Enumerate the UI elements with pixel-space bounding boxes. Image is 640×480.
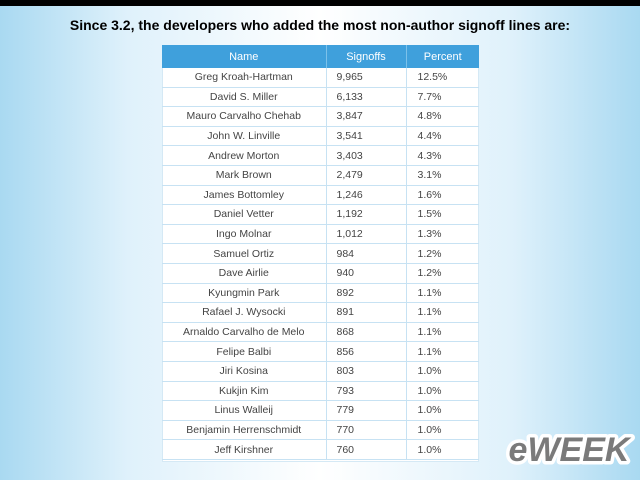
signoffs-cell: 868: [326, 322, 407, 343]
signoffs-cell: 3,541: [326, 126, 407, 147]
signoffs-cell: 803: [326, 361, 407, 382]
developer-name-cell: Felipe Balbi: [162, 341, 327, 362]
percent-cell: 1.1%: [406, 341, 479, 362]
table-row: James Bottomley 1,246 1.6%: [162, 185, 479, 206]
signoffs-cell: 2,479: [326, 165, 407, 186]
table-row: Daniel Vetter 1,192 1.5%: [162, 204, 479, 225]
developer-name-cell: James Bottomley: [162, 185, 327, 206]
developer-name-cell: Jiri Kosina: [162, 361, 327, 382]
developer-name-cell: Kukjin Kim: [162, 381, 327, 402]
signoffs-cell: 779: [326, 400, 407, 421]
table-row: Kukjin Kim 793 1.0%: [162, 381, 479, 402]
developer-name-cell: Samuel Ortiz: [162, 243, 327, 264]
percent-cell: 4.4%: [406, 126, 479, 147]
header-name: Name: [162, 45, 327, 68]
table-row: Greg Kroah-Hartman 9,965 12.5%: [162, 68, 479, 88]
signoffs-cell: 9,965: [326, 68, 407, 88]
percent-cell: 1.2%: [406, 243, 479, 264]
developer-name-cell: Linus Walleij: [162, 400, 327, 421]
developer-name-cell: Jeff Kirshner: [162, 439, 327, 460]
table-row: John W. Linville 3,541 4.4%: [162, 126, 479, 147]
table-header-row: Name Signoffs Percent: [162, 45, 479, 68]
header-percent: Percent: [406, 45, 479, 68]
table-row: Samuel Ortiz 984 1.2%: [162, 243, 479, 264]
developer-name-cell: Rafael J. Wysocki: [162, 302, 327, 323]
percent-cell: 1.5%: [406, 204, 479, 225]
developer-name-cell: Mauro Carvalho Chehab: [162, 106, 327, 127]
percent-cell: 1.1%: [406, 283, 479, 304]
developer-name-cell: Kyungmin Park: [162, 283, 327, 304]
percent-cell: 1.0%: [406, 400, 479, 421]
signoffs-cell: 1,192: [326, 204, 407, 225]
table-row: David S. Miller 6,133 7.7%: [162, 87, 479, 108]
developer-name-cell: Benjamin Herrenschmidt: [162, 420, 327, 441]
percent-cell: 4.8%: [406, 106, 479, 127]
table-row: Andrew Morton 3,403 4.3%: [162, 145, 479, 166]
percent-cell: 1.0%: [406, 381, 479, 402]
signoffs-cell: 3,403: [326, 145, 407, 166]
table-row: Rafael J. Wysocki 891 1.1%: [162, 302, 479, 323]
developer-name-cell: Mark Brown: [162, 165, 327, 186]
table-row: Jeff Kirshner 760 1.0%: [162, 439, 479, 460]
percent-cell: 7.7%: [406, 87, 479, 108]
signoffs-cell: 770: [326, 420, 407, 441]
percent-cell: 3.1%: [406, 165, 479, 186]
table-row: Dave Airlie 940 1.2%: [162, 263, 479, 284]
signoffs-cell: 856: [326, 341, 407, 362]
developer-name-cell: Ingo Molnar: [162, 224, 327, 245]
header-signoffs: Signoffs: [326, 45, 407, 68]
slide-title: Since 3.2, the developers who added the …: [69, 17, 571, 33]
table-row: Arnaldo Carvalho de Melo 868 1.1%: [162, 322, 479, 343]
signoffs-cell: 1,246: [326, 185, 407, 206]
percent-cell: 12.5%: [406, 68, 479, 88]
percent-cell: 1.3%: [406, 224, 479, 245]
signoffs-table: Name Signoffs Percent Greg Kroah-Hartman…: [162, 45, 479, 460]
percent-cell: 1.0%: [406, 439, 479, 460]
signoffs-cell: 892: [326, 283, 407, 304]
developer-name-cell: John W. Linville: [162, 126, 327, 147]
percent-cell: 1.2%: [406, 263, 479, 284]
percent-cell: 1.1%: [406, 302, 479, 323]
logo-outline-text: eWEEK: [509, 431, 632, 469]
developer-name-cell: Andrew Morton: [162, 145, 327, 166]
table-row: Ingo Molnar 1,012 1.3%: [162, 224, 479, 245]
signoffs-cell: 793: [326, 381, 407, 402]
developer-name-cell: Daniel Vetter: [162, 204, 327, 225]
signoffs-cell: 984: [326, 243, 407, 264]
table-row: Kyungmin Park 892 1.1%: [162, 283, 479, 304]
table-row: Mark Brown 2,479 3.1%: [162, 165, 479, 186]
signoffs-cell: 760: [326, 439, 407, 460]
signoffs-table-panel: Name Signoffs Percent Greg Kroah-Hartman…: [162, 45, 479, 462]
eweek-logo: eWEEK eWEEK: [505, 428, 635, 472]
developer-name-cell: David S. Miller: [162, 87, 327, 108]
percent-cell: 1.6%: [406, 185, 479, 206]
developer-name-cell: Arnaldo Carvalho de Melo: [162, 322, 327, 343]
table-row: Jiri Kosina 803 1.0%: [162, 361, 479, 382]
table-row: Mauro Carvalho Chehab 3,847 4.8%: [162, 106, 479, 127]
table-row: Benjamin Herrenschmidt 770 1.0%: [162, 420, 479, 441]
signoffs-cell: 3,847: [326, 106, 407, 127]
table-row: Linus Walleij 779 1.0%: [162, 400, 479, 421]
developer-name-cell: Dave Airlie: [162, 263, 327, 284]
table-row: Felipe Balbi 856 1.1%: [162, 341, 479, 362]
percent-cell: 1.1%: [406, 322, 479, 343]
logo-text: eWEEK: [509, 431, 632, 469]
percent-cell: 1.0%: [406, 420, 479, 441]
top-black-bar: [0, 0, 640, 6]
table-body: Greg Kroah-Hartman 9,965 12.5% David S. Mil…: [162, 68, 479, 460]
developer-name-cell: Greg Kroah-Hartman: [162, 68, 327, 88]
percent-cell: 1.0%: [406, 361, 479, 382]
signoffs-cell: 1,012: [326, 224, 407, 245]
signoffs-cell: 891: [326, 302, 407, 323]
signoffs-cell: 6,133: [326, 87, 407, 108]
signoffs-cell: 940: [326, 263, 407, 284]
percent-cell: 4.3%: [406, 145, 479, 166]
